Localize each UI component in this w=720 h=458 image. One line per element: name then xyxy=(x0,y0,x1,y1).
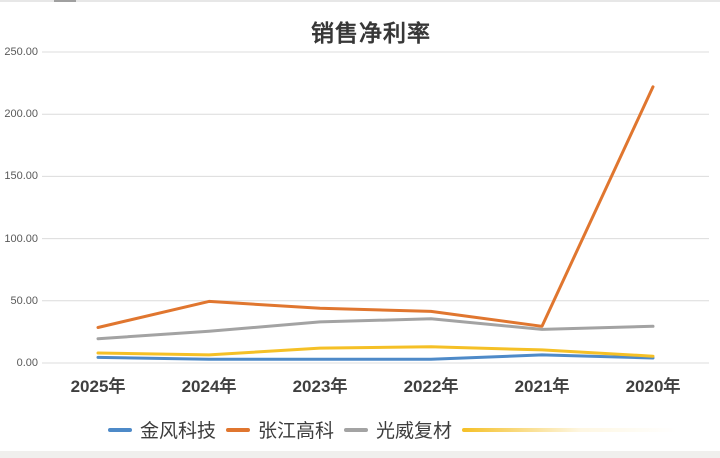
y-axis-tick: 150.00 xyxy=(4,170,38,182)
chart-legend: 金风科技 张江高科 光威复材 xyxy=(108,416,687,443)
top-edge-artifact xyxy=(54,0,76,2)
legend-label: 金风科技 xyxy=(140,421,217,442)
x-axis-label-2021: 2021年 xyxy=(514,377,570,396)
x-axis-label-2025: 2025年 xyxy=(70,377,126,396)
bottom-border xyxy=(0,451,720,458)
legend-line-marker-gray xyxy=(344,427,369,432)
series-line-金风科技 xyxy=(96,353,655,361)
series-line-unnamed-yellow xyxy=(96,345,655,358)
legend-item-guangwei: 光威复材 xyxy=(344,416,452,443)
y-axis-tick: 50.00 xyxy=(10,295,38,307)
legend-item-jinfeng: 金风科技 xyxy=(108,416,216,443)
legend-line-marker-yellow-faded xyxy=(462,427,678,432)
legend-line-marker-orange xyxy=(226,427,251,432)
y-axis-tick: 250.00 xyxy=(4,46,38,58)
series-line-光威复材 xyxy=(96,317,655,341)
y-axis-tick: 100.00 xyxy=(4,233,38,245)
x-axis-label-2020: 2020年 xyxy=(625,377,681,396)
series-line-张江高科 xyxy=(96,85,655,329)
x-axis-label-2022: 2022年 xyxy=(403,377,459,396)
x-axis-label-2023: 2023年 xyxy=(292,377,348,396)
x-axis-label-2024: 2024年 xyxy=(181,377,237,396)
legend-line-marker-blue xyxy=(108,427,132,432)
y-axis-tick: 200.00 xyxy=(4,108,38,120)
top-border xyxy=(0,0,720,2)
legend-item-unnamed-yellow xyxy=(462,427,678,432)
chart-title: 销售净利率 xyxy=(311,21,431,46)
y-axis-tick: 0.00 xyxy=(16,357,38,369)
legend-item-zhangjiang: 张江高科 xyxy=(226,416,334,443)
legend-label: 张江高科 xyxy=(258,421,335,442)
legend-label: 光威复材 xyxy=(376,421,453,442)
